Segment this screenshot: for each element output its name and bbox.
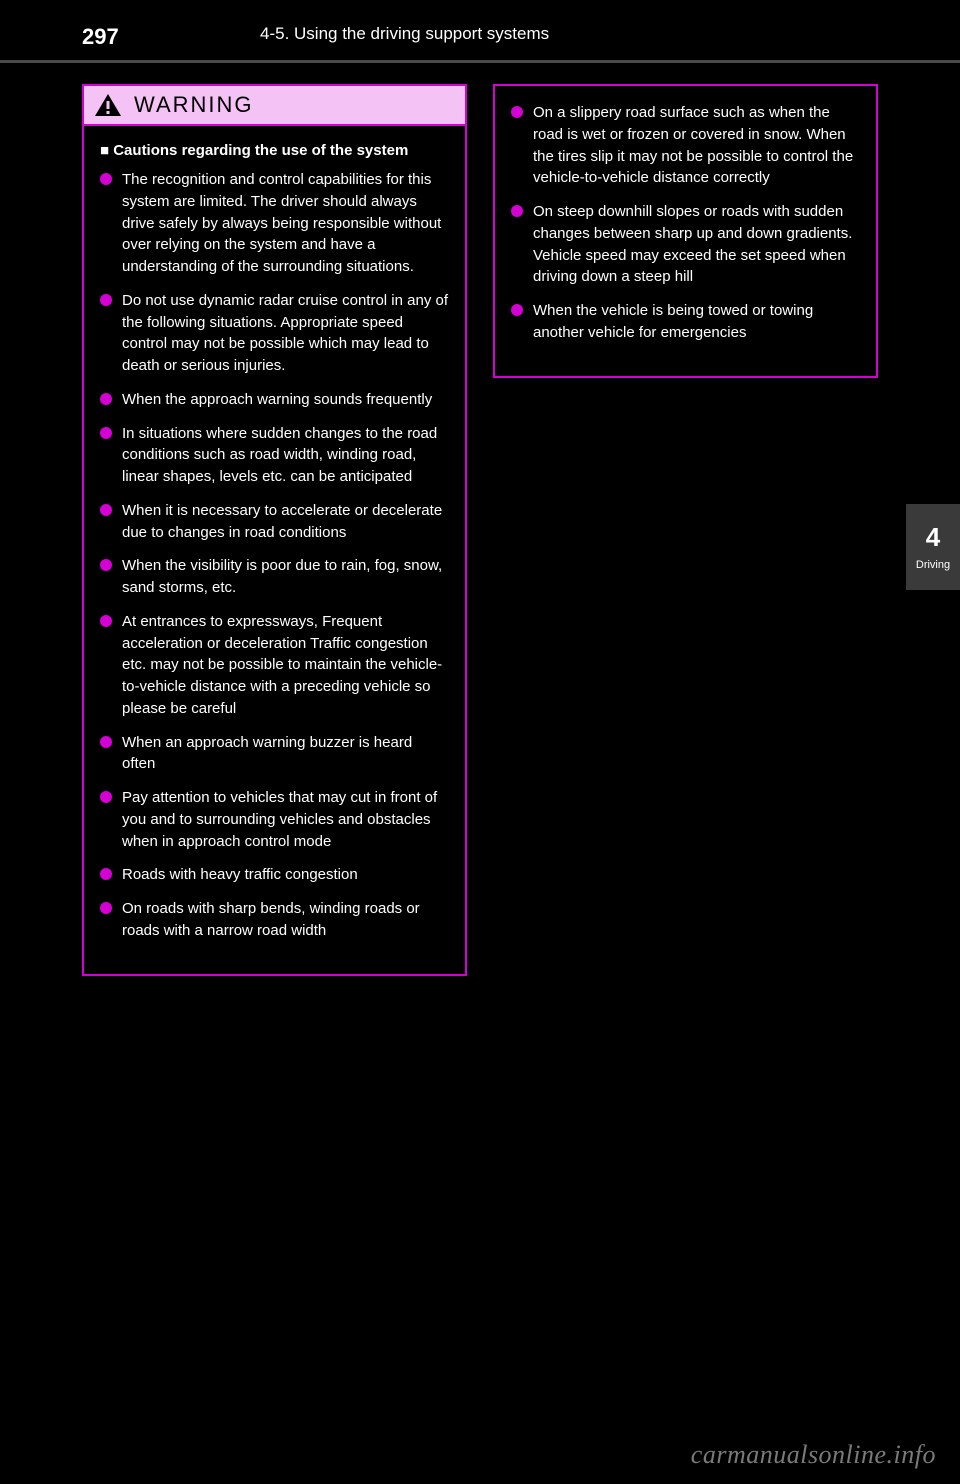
bullet-dot-icon (511, 304, 523, 316)
warning-triangle-icon (94, 93, 122, 117)
left-column: WARNING ■ Cautions regarding the use of … (82, 84, 467, 976)
bullet-text: On roads with sharp bends, winding roads… (122, 898, 449, 942)
warning-box-left: WARNING ■ Cautions regarding the use of … (82, 84, 467, 976)
warning-bullet: When it is necessary to accelerate or de… (100, 500, 449, 544)
bullet-dot-icon (100, 294, 112, 306)
bullet-text: When it is necessary to accelerate or de… (122, 500, 449, 544)
bullet-text: On steep downhill slopes or roads with s… (533, 201, 860, 288)
warning-subhead: ■ Cautions regarding the use of the syst… (100, 142, 449, 159)
chapter-tab: 4 Driving (906, 504, 960, 590)
warning-bullet-list-left: The recognition and control capabilities… (100, 169, 449, 942)
bullet-text: When the approach warning sounds frequen… (122, 389, 432, 411)
warning-bullet: When the vehicle is being towed or towin… (511, 300, 860, 344)
bullet-dot-icon (100, 902, 112, 914)
bullet-text: The recognition and control capabilities… (122, 169, 449, 278)
warning-bullet: In situations where sudden changes to th… (100, 423, 449, 488)
bullet-dot-icon (511, 106, 523, 118)
warning-title: WARNING (134, 92, 254, 118)
warning-bullet: When the approach warning sounds frequen… (100, 389, 449, 411)
bullet-dot-icon (100, 868, 112, 880)
bullet-dot-icon (100, 504, 112, 516)
warning-body-left: ■ Cautions regarding the use of the syst… (84, 126, 465, 974)
warning-bullet: Do not use dynamic radar cruise control … (100, 290, 449, 377)
chapter-tab-number: 4 (926, 522, 940, 553)
bullet-dot-icon (100, 173, 112, 185)
header-divider (0, 60, 960, 63)
bullet-dot-icon (100, 736, 112, 748)
warning-bullet: On steep downhill slopes or roads with s… (511, 201, 860, 288)
bullet-text: Roads with heavy traffic congestion (122, 864, 358, 886)
warning-body-right: On a slippery road surface such as when … (495, 86, 876, 376)
header-section-title: 4-5. Using the driving support systems (260, 24, 549, 44)
bullet-text: In situations where sudden changes to th… (122, 423, 449, 488)
warning-bullet: Roads with heavy traffic congestion (100, 864, 449, 886)
bullet-text: When an approach warning buzzer is heard… (122, 732, 449, 776)
bullet-dot-icon (100, 393, 112, 405)
warning-box-right: On a slippery road surface such as when … (493, 84, 878, 378)
bullet-text: On a slippery road surface such as when … (533, 102, 860, 189)
warning-bullet: The recognition and control capabilities… (100, 169, 449, 278)
content-columns: WARNING ■ Cautions regarding the use of … (82, 84, 878, 976)
warning-header: WARNING (84, 86, 465, 126)
bullet-dot-icon (100, 615, 112, 627)
warning-bullet: On roads with sharp bends, winding roads… (100, 898, 449, 942)
warning-bullet-list-right: On a slippery road surface such as when … (511, 102, 860, 344)
bullet-text: When the vehicle is being towed or towin… (533, 300, 860, 344)
bullet-dot-icon (100, 791, 112, 803)
warning-bullet: On a slippery road surface such as when … (511, 102, 860, 189)
bullet-text: When the visibility is poor due to rain,… (122, 555, 449, 599)
bullet-text: At entrances to expressways, Frequent ac… (122, 611, 449, 720)
warning-bullet: Pay attention to vehicles that may cut i… (100, 787, 449, 852)
page: 297 4-5. Using the driving support syste… (0, 0, 960, 1484)
bullet-text: Do not use dynamic radar cruise control … (122, 290, 449, 377)
bullet-dot-icon (511, 205, 523, 217)
watermark-text: carmanualsonline.info (691, 1440, 936, 1470)
bullet-dot-icon (100, 559, 112, 571)
bullet-dot-icon (100, 427, 112, 439)
page-number: 297 (82, 24, 119, 50)
right-column: On a slippery road surface such as when … (493, 84, 878, 976)
chapter-tab-label: Driving (916, 559, 950, 572)
warning-bullet: When the visibility is poor due to rain,… (100, 555, 449, 599)
warning-bullet: At entrances to expressways, Frequent ac… (100, 611, 449, 720)
warning-bullet: When an approach warning buzzer is heard… (100, 732, 449, 776)
bullet-text: Pay attention to vehicles that may cut i… (122, 787, 449, 852)
